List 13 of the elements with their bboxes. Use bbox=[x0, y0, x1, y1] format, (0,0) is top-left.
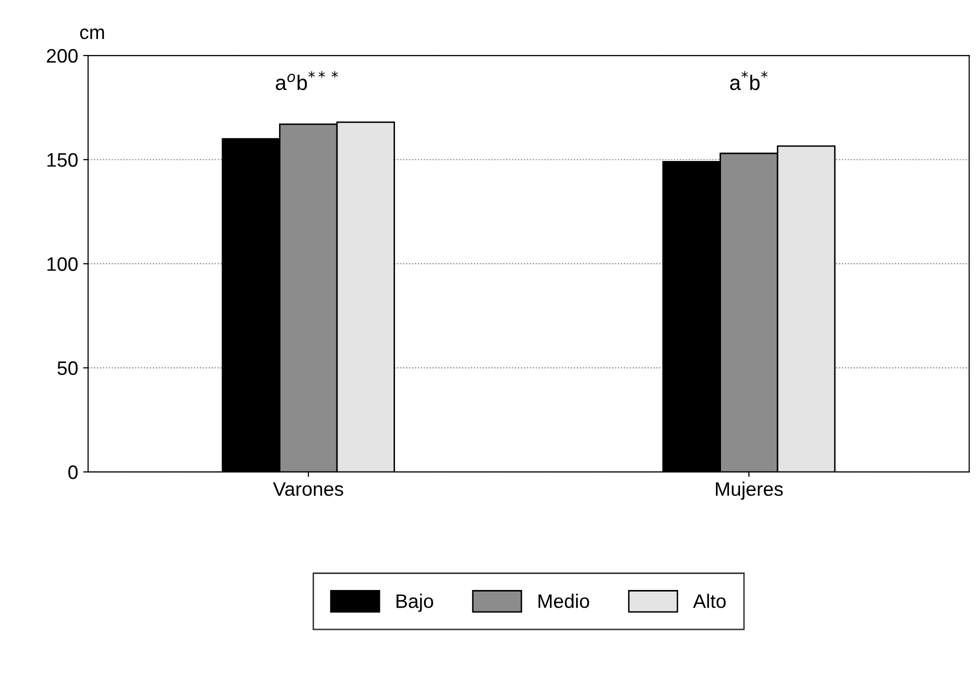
y-tick-label: 200 bbox=[46, 48, 78, 63]
annotation: a$^{*}$b$^{*}$ bbox=[730, 71, 768, 90]
legend-label: Alto bbox=[693, 594, 726, 608]
y-tick-label: 50 bbox=[58, 361, 78, 376]
y-tick-label: 150 bbox=[47, 153, 78, 167]
y-axis-title: cm bbox=[80, 28, 104, 40]
y-tick-label: 100 bbox=[47, 257, 78, 271]
y-tick-label: 0 bbox=[68, 465, 78, 480]
x-tick-label: Mujeres bbox=[716, 482, 783, 500]
legend-label: Bajo bbox=[396, 594, 434, 612]
x-tick-label: Varones bbox=[272, 482, 344, 496]
legend-label: Medio bbox=[538, 594, 590, 608]
annotation: a$^{o}$b$^{***}$ bbox=[276, 71, 338, 90]
